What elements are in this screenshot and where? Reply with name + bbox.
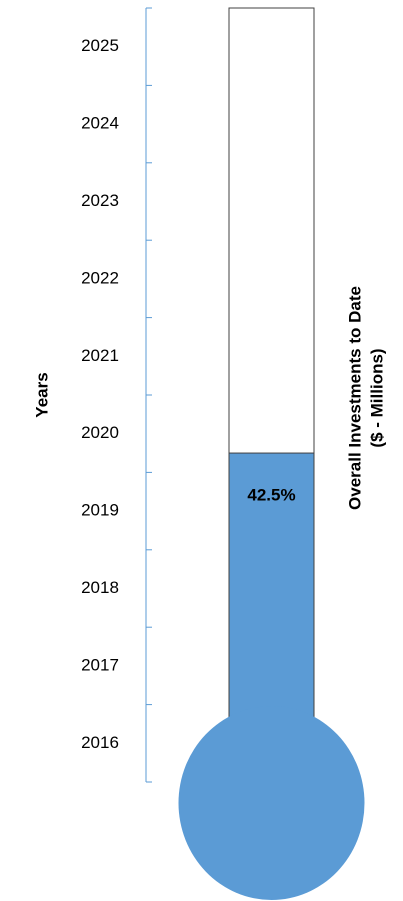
y-axis-title: Years	[32, 372, 51, 417]
y-tick-label: 2024	[81, 114, 119, 133]
y-tick-label: 2019	[81, 501, 119, 520]
y-tick-label: 2022	[81, 268, 119, 287]
y-tick-label: 2018	[81, 578, 119, 597]
bulb	[178, 706, 365, 900]
y-tick-label: 2016	[81, 733, 119, 752]
y-tick-label: 2017	[81, 655, 119, 674]
y-tick-label: 2025	[81, 36, 119, 55]
data-label: 42.5%	[247, 486, 295, 505]
y2-axis-title: Overall Investments to Date	[345, 286, 364, 510]
y2-axis-title: ($ - Millions)	[367, 348, 386, 447]
y-tick-label: 2020	[81, 423, 119, 442]
y-tick-label: 2021	[81, 346, 119, 365]
y-tick-label: 2023	[81, 191, 119, 210]
